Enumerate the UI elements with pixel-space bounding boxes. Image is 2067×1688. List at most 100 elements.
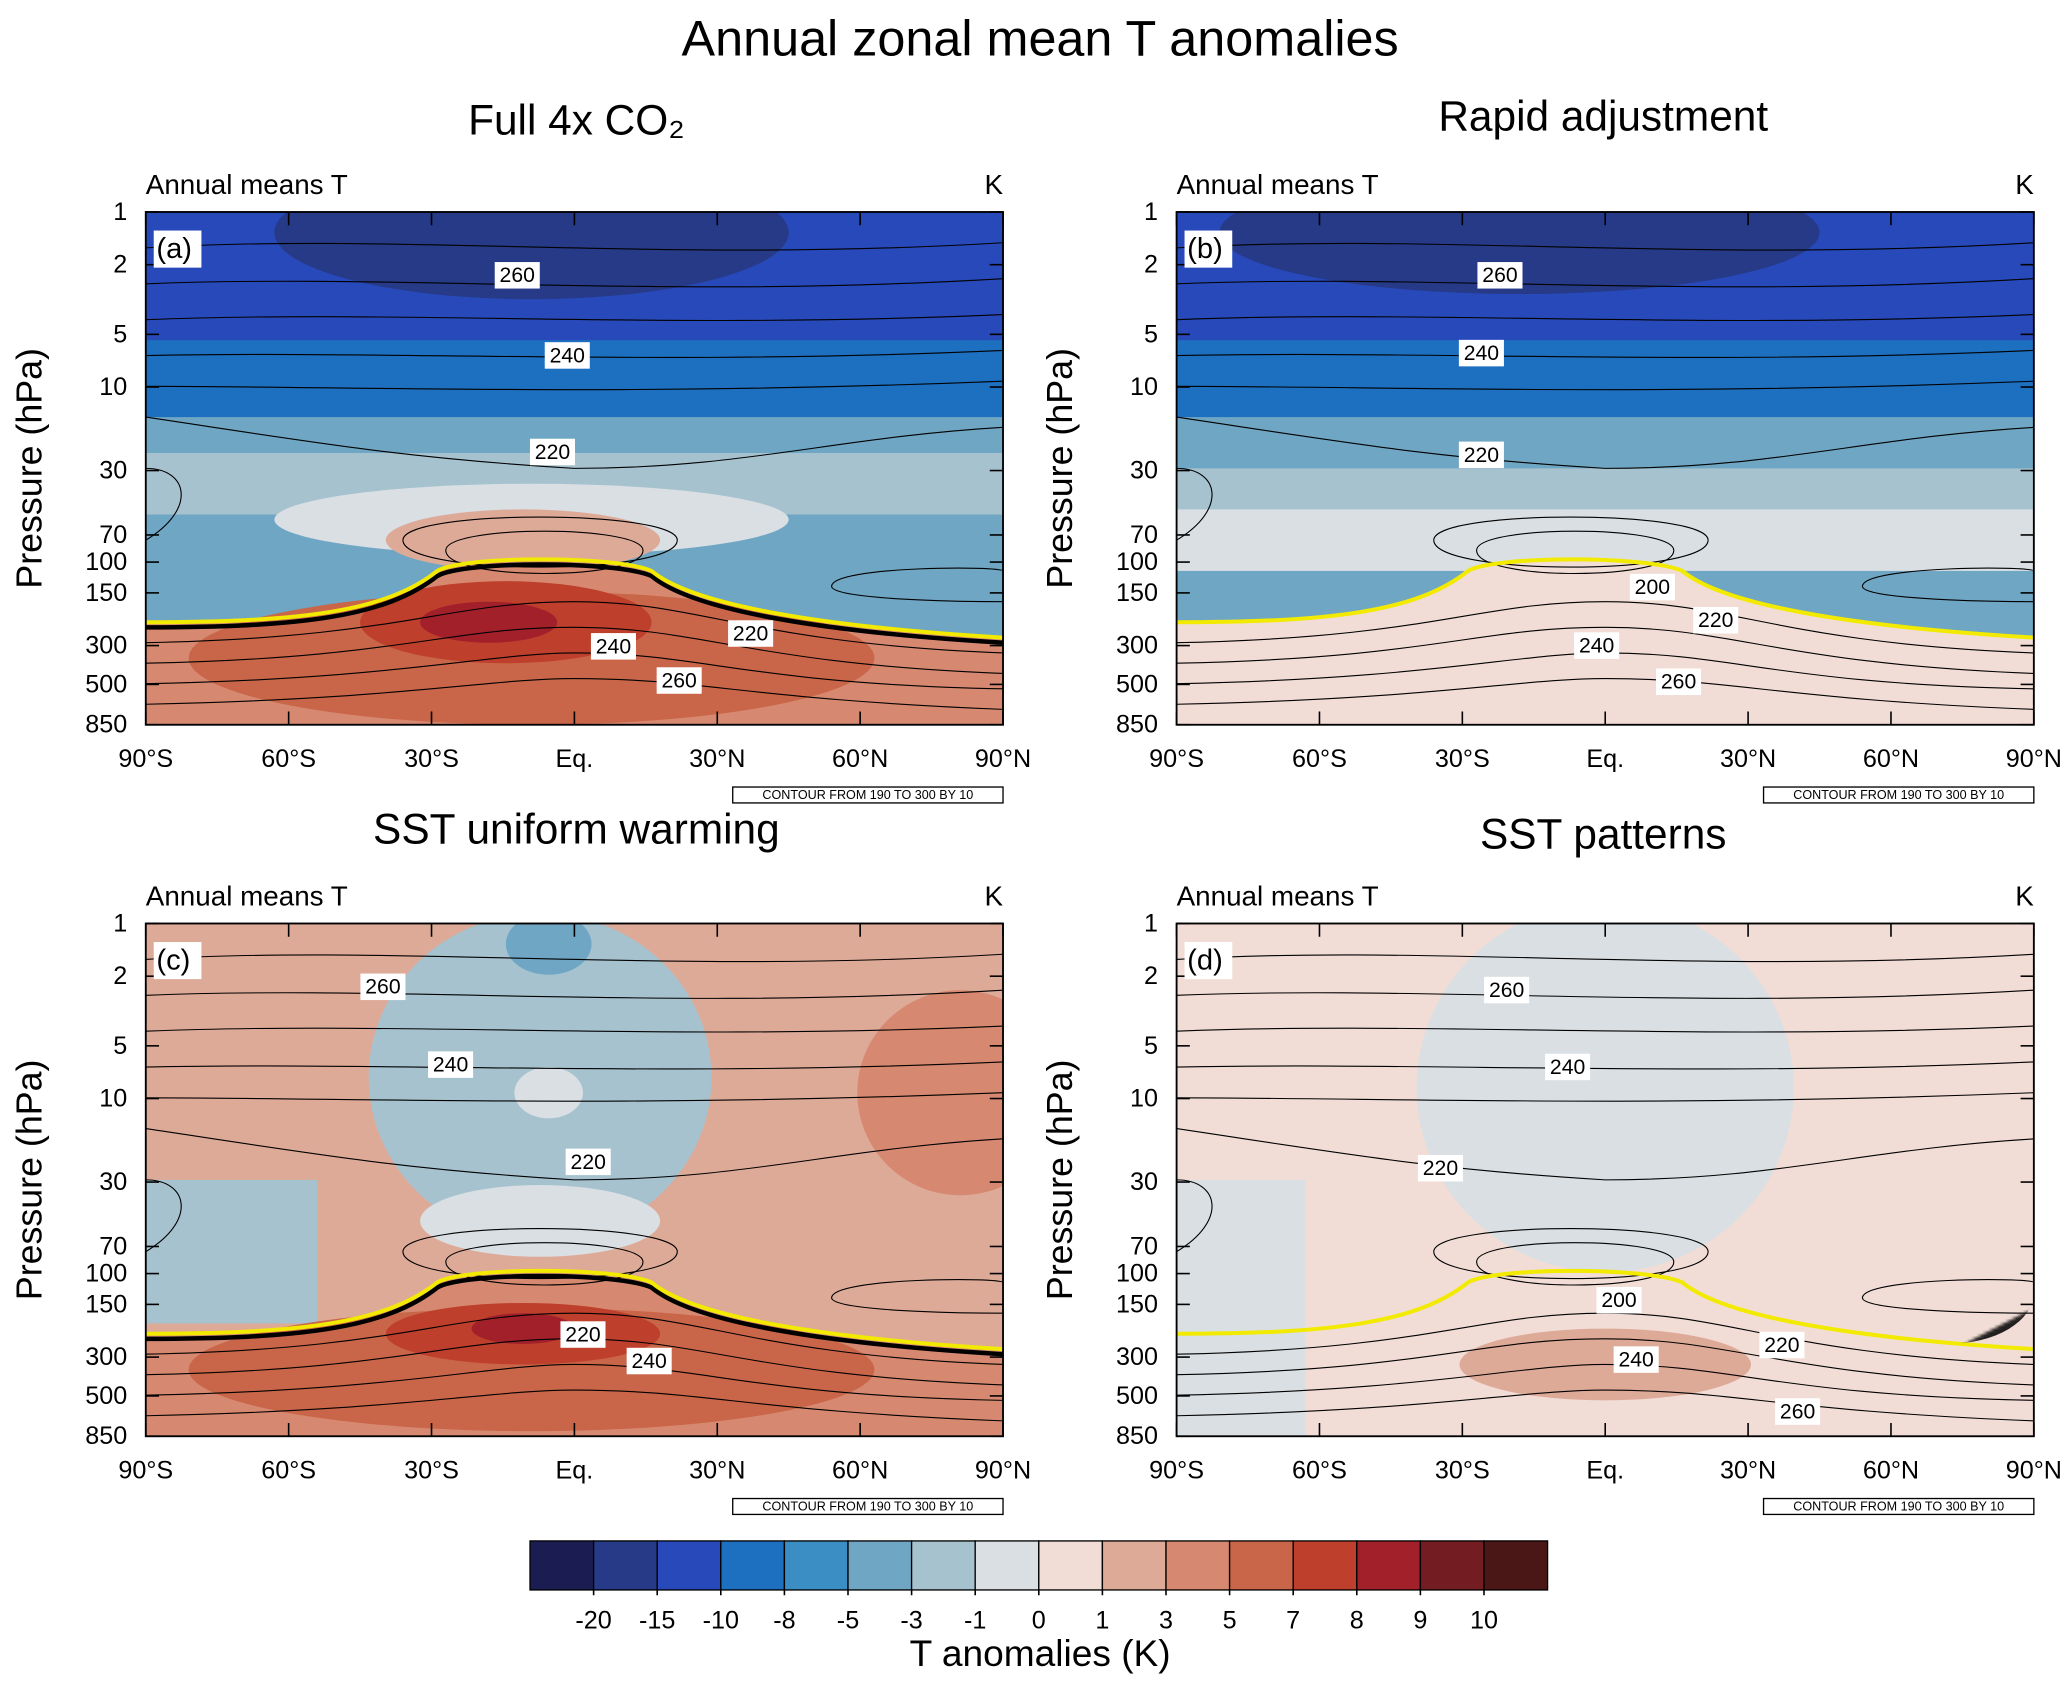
contour-label: 260 [1482,264,1517,287]
y-tick-label: 1 [113,909,127,937]
y-tick-label: 70 [1130,521,1158,549]
y-tick-label: 500 [1116,670,1158,698]
colorbar-label: -20 [575,1606,611,1634]
shade [505,923,592,975]
colorbar-box [1101,1540,1167,1591]
tropopause [1177,1271,2034,1349]
right-label: K [2015,881,2034,912]
contour-line [1177,417,2034,468]
colorbar-box [1165,1540,1231,1591]
y-tick-label: 2 [1144,251,1158,279]
contour-label: 220 [1764,1334,1799,1357]
y-tick-label: 150 [1116,579,1158,607]
colorbar-label: -15 [639,1606,675,1634]
y-tick-label: 5 [113,320,127,348]
colorbar-label: -3 [900,1606,922,1634]
x-tick-label: 30°N [689,745,745,773]
plot-area [1176,211,2034,725]
colorbar-box [529,1540,595,1591]
y-axis-label: Pressure (hPa) [9,348,49,589]
contour-label-bg [529,438,576,466]
contour-label-bg [1484,976,1530,1004]
x-tick-label: 60°S [261,745,316,773]
contour-line [146,1129,1003,1180]
left-label: Annual means T [1177,169,1379,200]
contour-label: 260 [1489,979,1524,1002]
y-tick-label: 150 [85,1290,127,1318]
y-tick-label: 70 [99,521,127,549]
y-tick-label: 5 [1144,1032,1158,1060]
y-tick-label: 850 [1116,711,1158,739]
contour-line [446,1243,643,1285]
contour-line [1177,954,2034,961]
y-tick-label: 2 [1144,962,1158,990]
panel-title: SST patterns [1480,811,1727,858]
colorbar-label: 3 [1159,1606,1173,1634]
y-tick-label: 10 [1130,1085,1158,1113]
y-tick-label: 100 [1116,1260,1158,1288]
panel-label-bg [1184,230,1233,268]
contour-label: 240 [1464,342,1499,365]
contour-label-bg [360,973,406,1001]
field [145,211,1004,725]
contour-label-bg [1417,1154,1463,1182]
contour-line [1177,315,2034,321]
contour-line [146,1364,1003,1400]
stipple [1176,990,2034,1344]
colorbar-title: T anomalies (K) [910,1632,1171,1674]
contour-label-bg [565,1148,611,1176]
x-tick-label: Eq. [556,1457,594,1485]
field [1176,211,2034,725]
x-tick-label: 30°S [1435,745,1490,773]
x-tick-label: 30°N [689,1457,745,1485]
footnote-box [1762,1497,2035,1516]
y-tick-label: 500 [1116,1382,1158,1410]
shade [385,509,661,571]
colorbar-label: -8 [773,1606,795,1634]
footnote: CONTOUR FROM 190 TO 300 BY 10 [1793,788,2004,802]
shade [1176,1179,1306,1437]
contour-line [832,1280,1003,1314]
x-tick-label: 90°S [118,1457,173,1485]
footnote: CONTOUR FROM 190 TO 300 BY 10 [762,1499,973,1513]
contour-label-bg [1477,262,1523,289]
x-tick-label: 30°S [1435,1457,1490,1485]
y-tick-label: 100 [85,548,127,576]
contour-label: 220 [1464,444,1499,467]
x-tick-label: Eq. [1586,1457,1624,1485]
contour-label: 260 [365,976,400,999]
y-tick-label: 5 [1144,320,1158,348]
y-tick-label: 70 [99,1232,127,1260]
shade [342,1026,378,1232]
y-tick-label: 850 [85,711,127,739]
contour-label: 220 [571,1151,606,1174]
y-tick-label: 150 [1116,1290,1158,1318]
footnote: CONTOUR FROM 190 TO 300 BY 10 [1793,1499,2004,1513]
x-tick-label: 90°N [2006,1457,2062,1485]
tropopause-black [146,1276,1003,1354]
contour-line [146,243,1003,250]
y-tick-label: 500 [85,1382,127,1410]
contour-label-bg [428,1051,474,1078]
y-tick-label: 100 [1116,548,1158,576]
panel-label: (d) [1187,945,1223,977]
left-label: Annual means T [1177,881,1379,912]
shade [514,1067,583,1119]
contour-line [1177,381,2034,389]
stipple [342,949,798,1232]
contour-label-bg [1458,441,1504,469]
contour-line [146,954,1003,961]
x-tick-label: 90°N [2006,745,2062,773]
y-tick-label: 10 [99,373,127,401]
y-tick-label: 2 [113,251,127,279]
panel-label: (b) [1187,233,1223,265]
panel-title: SST uniform warming [373,805,780,852]
contour-line [146,679,1003,710]
contour-line [146,990,1003,998]
shade [857,990,1004,1196]
x-tick-label: 60°S [261,1457,316,1485]
y-tick-label: 100 [85,1260,127,1288]
y-tick-label: 70 [1130,1232,1158,1260]
x-tick-label: Eq. [1586,745,1624,773]
panel-label-bg [153,230,202,268]
